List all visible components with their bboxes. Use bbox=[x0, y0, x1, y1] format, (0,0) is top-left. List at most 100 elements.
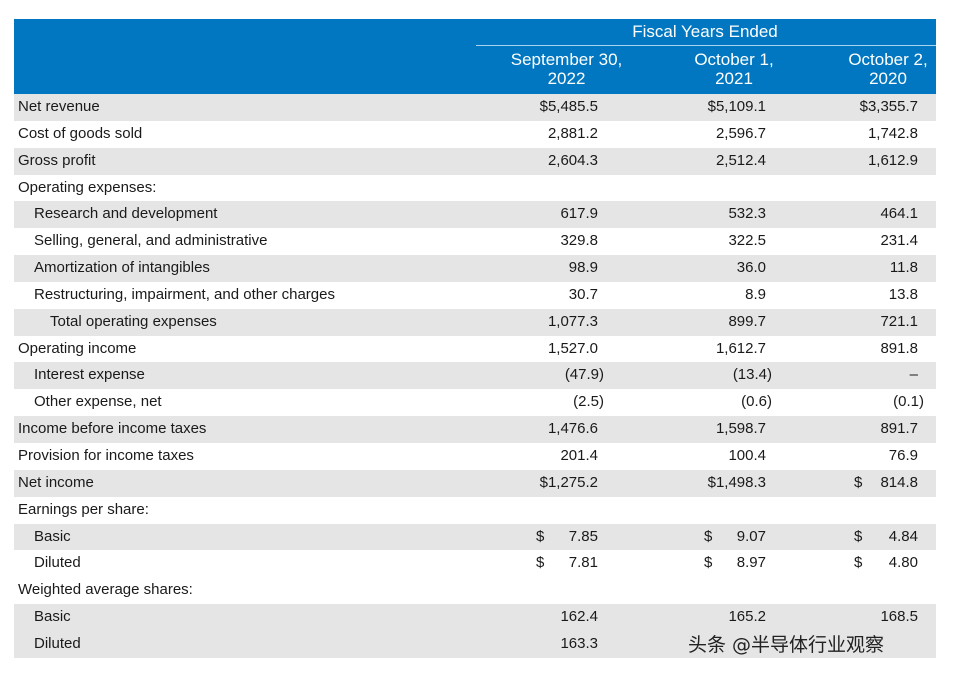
value-2020: 13.8 bbox=[888, 285, 918, 303]
value-2022: 2,881.2 bbox=[547, 124, 598, 142]
value-2022: 162.4 bbox=[560, 608, 598, 626]
income-statement-table: Fiscal Years Ended September 30, 2022 Oc… bbox=[14, 19, 936, 658]
value-2021: 2,512.4 bbox=[715, 151, 766, 169]
table-row: Weighted average shares: bbox=[14, 577, 936, 604]
dollar-sign-2021: $ bbox=[704, 554, 713, 572]
table-row: Operating expenses: bbox=[14, 175, 936, 202]
value-2020: $3,355.7 bbox=[859, 98, 918, 115]
value-2022: 617.9 bbox=[560, 205, 598, 223]
column-header-2020-line1: October 2, bbox=[848, 50, 928, 69]
value-2022: 329.8 bbox=[560, 232, 598, 250]
table-row: Total operating expenses 1,077.3 899.7 7… bbox=[14, 308, 936, 336]
value-2020: 464.1 bbox=[880, 205, 918, 223]
column-header-2022: September 30, 2022 bbox=[484, 50, 649, 88]
table-row: Research and development 617.9 532.3 464… bbox=[14, 201, 936, 229]
value-2020: 891.8 bbox=[880, 339, 918, 357]
value-2022: 98.9 bbox=[568, 259, 598, 277]
value-2021: 899.7 bbox=[728, 312, 766, 330]
value-2022: $1,275.2 bbox=[539, 473, 598, 491]
value-2022: $5,485.5 bbox=[539, 98, 598, 115]
table-row: Net income $1,275.2 $1,498.3 $ 814.8 bbox=[14, 469, 936, 497]
row-label: Other expense, net bbox=[34, 393, 162, 411]
value-2021: (0.6) bbox=[741, 393, 772, 411]
row-label: Basic bbox=[34, 527, 71, 545]
value-2020: 721.1 bbox=[880, 312, 918, 330]
table-row: Gross profit 2,604.3 2,512.4 1,612.9 bbox=[14, 147, 936, 175]
value-2022: 7.85 bbox=[568, 527, 598, 545]
table-header: Fiscal Years Ended September 30, 2022 Oc… bbox=[14, 19, 936, 94]
value-2021: 2,596.7 bbox=[715, 124, 766, 142]
row-label: Net revenue bbox=[18, 98, 100, 115]
dollar-sign-2021: $ bbox=[704, 527, 713, 545]
table-row: Diluted 163.3 bbox=[14, 630, 936, 658]
table-row: Amortization of intangibles 98.9 36.0 11… bbox=[14, 255, 936, 282]
row-label: Total operating expenses bbox=[50, 312, 217, 330]
table-row: Diluted $ 7.81 $ 8.97 $ 4.80 bbox=[14, 550, 936, 577]
section-label: Earnings per share: bbox=[18, 500, 149, 518]
table-row: Net revenue $5,485.5 $5,109.1 $3,355.7 bbox=[14, 94, 936, 121]
row-label: Selling, general, and administrative bbox=[34, 232, 268, 250]
value-2022: 201.4 bbox=[560, 446, 598, 464]
value-2021: 1,598.7 bbox=[715, 420, 766, 438]
table-row: Provision for income taxes 201.4 100.4 7… bbox=[14, 443, 936, 470]
value-2021: 8.97 bbox=[736, 554, 766, 572]
row-label: Gross profit bbox=[18, 151, 96, 169]
section-label: Weighted average shares: bbox=[18, 581, 193, 599]
value-2021: $1,498.3 bbox=[707, 473, 766, 491]
value-2022: 1,527.0 bbox=[547, 339, 598, 357]
column-header-2021-line2: 2021 bbox=[715, 69, 753, 88]
value-2021: 322.5 bbox=[728, 232, 766, 250]
row-label: Diluted bbox=[34, 634, 81, 652]
value-2021: 8.9 bbox=[745, 285, 766, 303]
value-2021: 9.07 bbox=[736, 527, 766, 545]
value-2022: 7.81 bbox=[568, 554, 598, 572]
value-2021: $5,109.1 bbox=[707, 98, 766, 115]
table-row: Basic 162.4 165.2 168.5 bbox=[14, 604, 936, 631]
watermark-text: 头条 @半导体行业观察 bbox=[688, 634, 885, 656]
value-2020: 76.9 bbox=[888, 446, 918, 464]
column-header-2021-line1: October 1, bbox=[694, 50, 774, 69]
value-2022: (47.9) bbox=[564, 366, 604, 384]
value-2022: 2,604.3 bbox=[547, 151, 598, 169]
value-2022: 163.3 bbox=[560, 634, 598, 652]
row-label: Operating income bbox=[18, 339, 137, 357]
value-2021: 532.3 bbox=[728, 205, 766, 223]
column-header-2020-line2: 2020 bbox=[869, 69, 907, 88]
column-header-2022-line1: September 30, bbox=[510, 50, 623, 69]
table-row: Earnings per share: bbox=[14, 497, 936, 524]
value-2020: 231.4 bbox=[880, 232, 918, 250]
value-2022: 1,077.3 bbox=[547, 312, 598, 330]
row-label: Diluted bbox=[34, 554, 81, 572]
row-label: Income before income taxes bbox=[18, 420, 207, 438]
value-2020: 814.8 bbox=[880, 473, 918, 491]
dollar-sign-2022: $ bbox=[536, 554, 545, 572]
column-header-2021: October 1, 2021 bbox=[654, 50, 814, 88]
column-header-2020: October 2, 2020 bbox=[826, 50, 950, 88]
table-row: Basic $ 7.85 $ 9.07 $ 4.84 bbox=[14, 523, 936, 551]
value-2020: 168.5 bbox=[880, 608, 918, 626]
value-2021: 165.2 bbox=[728, 608, 766, 626]
row-label: Research and development bbox=[34, 205, 218, 223]
value-2022: 1,476.6 bbox=[547, 420, 598, 438]
value-2020: 11.8 bbox=[889, 259, 918, 277]
table-row: Restructuring, impairment, and other cha… bbox=[14, 282, 936, 309]
value-2021: 100.4 bbox=[728, 446, 766, 464]
row-label: Restructuring, impairment, and other cha… bbox=[34, 285, 335, 303]
table-row: Cost of goods sold 2,881.2 2,596.7 1,742… bbox=[14, 121, 936, 148]
section-label: Operating expenses: bbox=[18, 178, 157, 196]
row-label: Interest expense bbox=[34, 366, 145, 384]
dollar-sign-2020: $ bbox=[854, 473, 863, 491]
value-2022: 30.7 bbox=[568, 285, 598, 303]
table-row: Selling, general, and administrative 329… bbox=[14, 228, 936, 255]
table-row: Interest expense (47.9) (13.4) – bbox=[14, 362, 936, 390]
value-2020: 1,742.8 bbox=[867, 124, 918, 142]
value-2021: 1,612.7 bbox=[715, 339, 766, 357]
table-row: Other expense, net (2.5) (0.6) (0.1) bbox=[14, 389, 936, 416]
header-divider bbox=[476, 45, 936, 46]
value-2020: 1,612.9 bbox=[867, 151, 918, 169]
value-2020: 4.84 bbox=[888, 527, 918, 545]
row-label: Basic bbox=[34, 608, 71, 626]
value-2020: 891.7 bbox=[880, 420, 918, 438]
table-row: Operating income 1,527.0 1,612.7 891.8 bbox=[14, 336, 936, 363]
table-row: Income before income taxes 1,476.6 1,598… bbox=[14, 416, 936, 443]
